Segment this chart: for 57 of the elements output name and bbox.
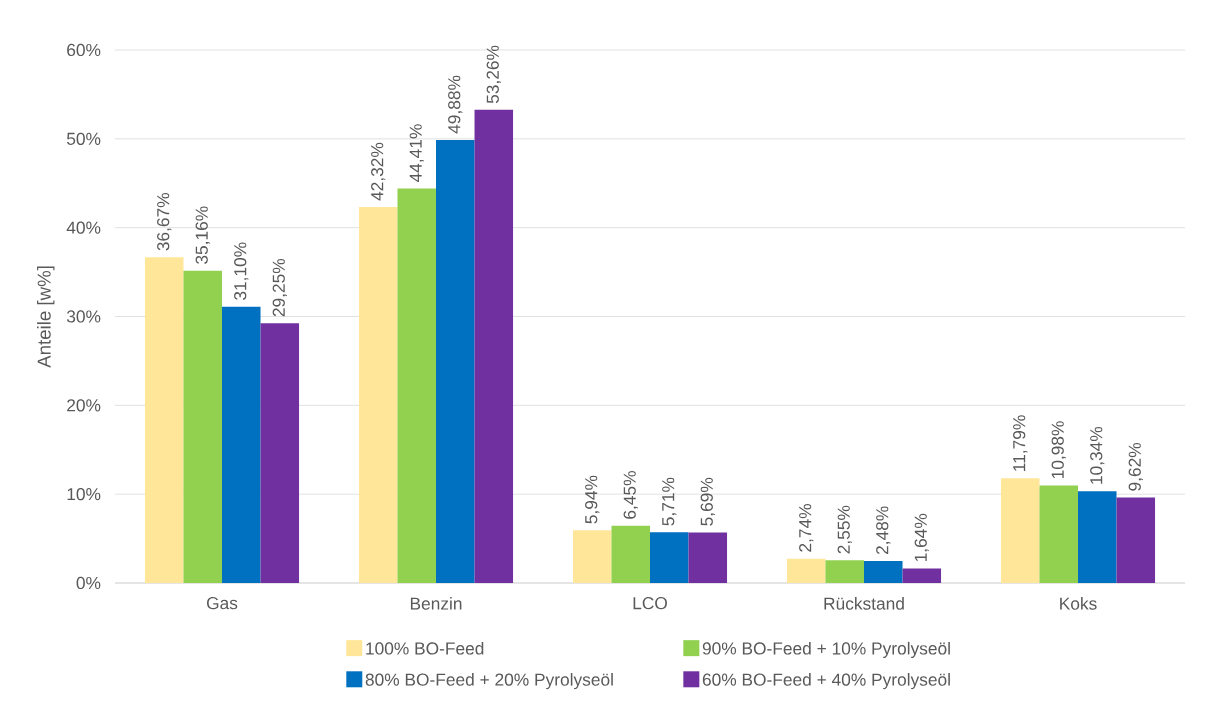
y-tick-label: 0% bbox=[76, 576, 101, 590]
data-label: 5,69% bbox=[700, 477, 715, 526]
x-tick-label: Rückstand bbox=[824, 597, 904, 610]
x-tick-label: Gas bbox=[206, 597, 238, 610]
bar bbox=[358, 207, 398, 583]
bar bbox=[1078, 491, 1117, 583]
x-tick-label: Benzin bbox=[410, 597, 462, 610]
data-label: 2,55% bbox=[837, 505, 852, 554]
y-tick-label: 40% bbox=[66, 221, 101, 234]
legend-label: 100% BO-Feed bbox=[366, 641, 484, 655]
bar bbox=[1039, 485, 1078, 583]
data-label: 29,25% bbox=[272, 258, 287, 317]
x-tick-label: Koks bbox=[1060, 597, 1097, 610]
data-label: 44,41% bbox=[409, 124, 424, 183]
data-label: 35,16% bbox=[195, 206, 210, 264]
data-label: 10,98% bbox=[1051, 421, 1066, 479]
data-label: 5,71% bbox=[662, 477, 677, 526]
data-label: 6,45% bbox=[623, 471, 638, 519]
data-label: 31,10% bbox=[234, 242, 249, 300]
y-tick-label: 50% bbox=[66, 132, 101, 145]
y-tick-label: 10% bbox=[67, 488, 101, 501]
bar bbox=[397, 188, 437, 583]
data-label: 1,64% bbox=[914, 513, 929, 562]
bar bbox=[1000, 478, 1040, 583]
bar bbox=[474, 109, 514, 583]
y-tick-label: 60% bbox=[67, 43, 101, 57]
data-label: 5,94% bbox=[585, 475, 600, 524]
bar bbox=[572, 530, 612, 583]
y-tick-label: 20% bbox=[67, 399, 101, 412]
bar bbox=[144, 257, 184, 583]
data-label: 53,26% bbox=[486, 45, 501, 104]
bar bbox=[864, 560, 903, 583]
bar bbox=[1116, 497, 1156, 583]
legend-label: 80% BO-Feed + 20% Pyrolyseöl bbox=[365, 673, 613, 690]
data-label: 2,48% bbox=[876, 506, 891, 555]
x-tick-label: LCO bbox=[633, 597, 667, 610]
data-label: 42,32% bbox=[371, 142, 386, 201]
data-label: 10,34% bbox=[1090, 426, 1105, 484]
bar bbox=[786, 558, 826, 583]
y-axis-title: Anteile [w%] bbox=[37, 266, 55, 368]
bar bbox=[436, 139, 475, 583]
bar bbox=[611, 525, 650, 583]
data-label: 11,79% bbox=[1013, 415, 1028, 471]
data-label: 9,62% bbox=[1128, 442, 1143, 491]
bar bbox=[688, 532, 728, 583]
data-label: 36,67% bbox=[157, 193, 172, 251]
bar bbox=[260, 323, 300, 583]
data-label: 2,74% bbox=[799, 504, 814, 552]
legend-label: 60% BO-Feed + 40% Pyrolyseöl bbox=[702, 673, 950, 690]
y-tick-label: 30% bbox=[66, 310, 101, 323]
bar bbox=[825, 560, 864, 583]
legend-label: 90% BO-Feed + 10% Pyrolyseöl bbox=[702, 641, 950, 659]
bar bbox=[902, 568, 942, 583]
data-label: 49,88% bbox=[448, 75, 463, 134]
bar bbox=[222, 306, 261, 583]
bar bbox=[650, 532, 689, 583]
bar bbox=[183, 270, 223, 583]
